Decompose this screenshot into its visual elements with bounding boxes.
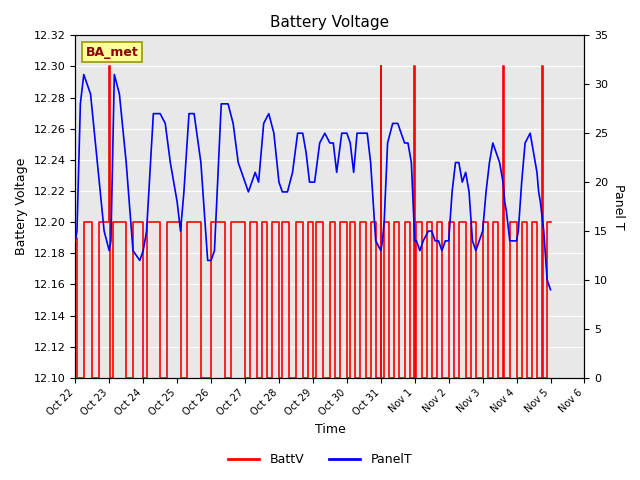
Y-axis label: Panel T: Panel T [612,184,625,229]
Legend: BattV, PanelT: BattV, PanelT [223,448,417,471]
Y-axis label: Battery Voltage: Battery Voltage [15,158,28,255]
X-axis label: Time: Time [314,423,345,436]
Text: BA_met: BA_met [86,46,138,59]
Title: Battery Voltage: Battery Voltage [270,15,390,30]
